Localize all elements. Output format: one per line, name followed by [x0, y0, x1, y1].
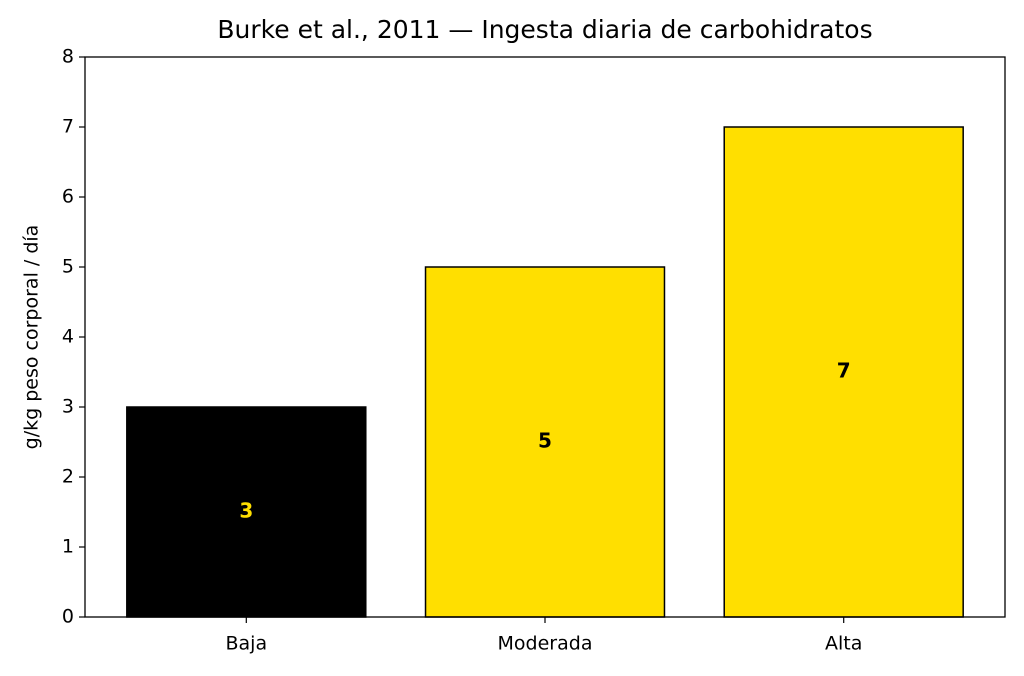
y-tick-label: 3: [62, 396, 74, 418]
plot-frame: [84, 56, 1006, 618]
bar: [723, 126, 964, 618]
y-tick-label: 5: [62, 256, 74, 278]
y-axis-label: g/kg peso corporal / día: [21, 225, 43, 450]
chart-title: Burke et al., 2011 — Ingesta diaria de c…: [217, 15, 872, 44]
y-tick-label: 0: [62, 606, 74, 628]
y-tick-label: 4: [62, 326, 74, 348]
y-tick-label: 2: [62, 466, 74, 488]
y-tick-label: 6: [62, 186, 74, 208]
y-tick-label: 8: [62, 46, 74, 68]
y-tick-label: 1: [62, 536, 74, 558]
value-label: 3: [239, 499, 253, 523]
value-label: 7: [837, 359, 851, 383]
bar: [126, 406, 367, 618]
value-label: 5: [538, 429, 552, 453]
bar: [424, 266, 666, 618]
x-tick-label: Moderada: [498, 633, 593, 655]
x-tick-label: Baja: [225, 633, 267, 655]
y-tick-label: 7: [62, 116, 74, 138]
x-tick-label: Alta: [825, 633, 862, 655]
